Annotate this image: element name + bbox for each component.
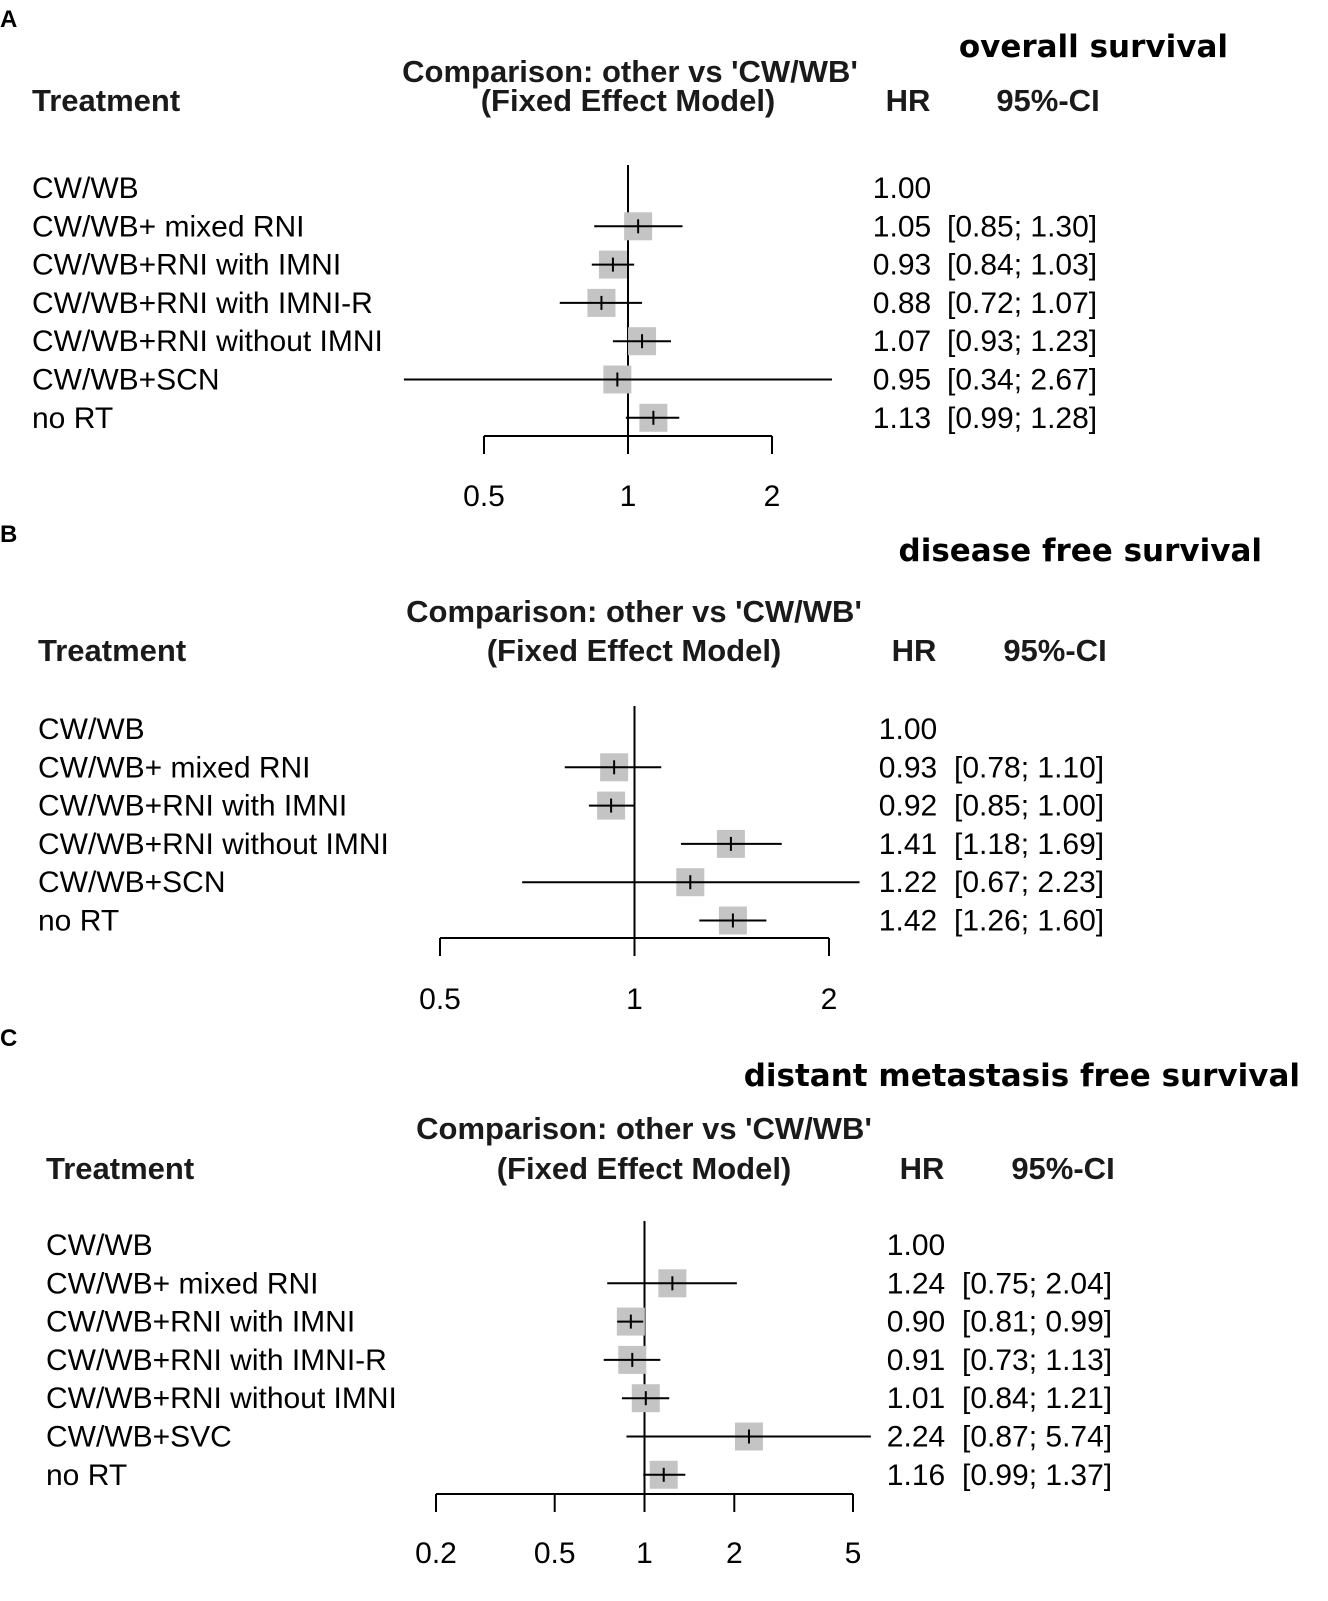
hr-value: 1.22 (879, 866, 937, 899)
x-tick-label: 1 (636, 1537, 653, 1570)
column-header-ci: 95%-CI (996, 83, 1099, 118)
ci-value: [0.34; 2.67] (947, 364, 1097, 397)
treatment-label: CW/WB+ mixed RNI (46, 1267, 319, 1300)
hr-value: 0.88 (873, 287, 931, 320)
ci-value: [0.78; 1.10] (954, 751, 1104, 784)
treatment-label: CW/WB+SVC (46, 1421, 232, 1454)
ci-value: [0.81; 0.99] (962, 1306, 1112, 1339)
treatment-label: CW/WB+ mixed RNI (38, 751, 311, 784)
outcome-title: distant metastasis free survival (744, 1058, 1300, 1094)
hr-value: 0.93 (873, 249, 931, 282)
ci-value: [0.72; 1.07] (947, 287, 1097, 320)
treatment-label: CW/WB+RNI without IMNI (46, 1382, 397, 1415)
x-tick-label: 1 (626, 983, 643, 1016)
ci-value: [0.73; 1.13] (962, 1344, 1112, 1377)
hr-value: 1.00 (887, 1229, 945, 1262)
hr-value: 1.16 (887, 1459, 945, 1492)
outcome-title: overall survival (959, 29, 1228, 65)
x-tick-label: 2 (764, 480, 781, 513)
hr-value: 1.07 (873, 325, 931, 358)
ci-value: [0.75; 2.04] (962, 1267, 1112, 1300)
x-tick-label: 0.5 (419, 983, 461, 1016)
hr-value: 0.95 (873, 364, 931, 397)
comparison-title: Comparison: other vs 'CW/WB' (402, 54, 858, 89)
hr-value: 1.00 (873, 172, 931, 205)
x-tick-label: 0.2 (415, 1537, 457, 1570)
x-tick-label: 5 (845, 1537, 862, 1570)
x-tick-label: 2 (821, 983, 838, 1016)
panel-letter: A (0, 6, 17, 33)
comparison-title: Comparison: other vs 'CW/WB' (406, 594, 862, 629)
outcome-title: disease free survival (899, 533, 1263, 569)
treatment-label: CW/WB+RNI with IMNI (38, 790, 347, 823)
hr-value: 2.24 (887, 1421, 945, 1454)
comparison-title: Comparison: other vs 'CW/WB' (416, 1111, 872, 1146)
column-header-treatment: Treatment (46, 1151, 194, 1186)
ci-value: [0.85; 1.00] (954, 790, 1104, 823)
hr-value: 0.93 (879, 751, 937, 784)
ci-value: [0.84; 1.21] (962, 1382, 1112, 1415)
ci-value: [0.84; 1.03] (947, 249, 1097, 282)
column-header-hr: HR (892, 633, 937, 668)
model-label: (Fixed Effect Model) (481, 83, 776, 118)
ci-value: [0.99; 1.37] (962, 1459, 1112, 1492)
treatment-label: CW/WB+RNI with IMNI-R (46, 1344, 387, 1377)
column-header-ci: 95%-CI (1003, 633, 1106, 668)
treatment-label: CW/WB+RNI with IMNI (32, 249, 341, 282)
treatment-label: no RT (38, 905, 119, 938)
ci-value: [1.26; 1.60] (954, 905, 1104, 938)
hr-value: 1.42 (879, 905, 937, 938)
hr-value: 0.91 (887, 1344, 945, 1377)
treatment-label: CW/WB+RNI with IMNI (46, 1306, 355, 1339)
column-header-hr: HR (886, 83, 931, 118)
column-header-treatment: Treatment (38, 633, 186, 668)
treatment-label: CW/WB+RNI without IMNI (38, 828, 389, 861)
x-tick-label: 0.5 (534, 1537, 576, 1570)
model-label: (Fixed Effect Model) (497, 1151, 792, 1186)
model-label: (Fixed Effect Model) (487, 633, 782, 668)
treatment-label: CW/WB (32, 172, 139, 205)
ci-value: [0.85; 1.30] (947, 210, 1097, 243)
treatment-label: no RT (46, 1459, 127, 1492)
treatment-label: CW/WB+SCN (38, 866, 226, 899)
column-header-hr: HR (900, 1151, 945, 1186)
hr-value: 0.90 (887, 1306, 945, 1339)
hr-value: 1.41 (879, 828, 937, 861)
ci-value: [0.67; 2.23] (954, 866, 1104, 899)
ci-value: [0.93; 1.23] (947, 325, 1097, 358)
ci-value: [0.99; 1.28] (947, 402, 1097, 435)
hr-value: 1.00 (879, 713, 937, 746)
hr-value: 1.01 (887, 1382, 945, 1415)
treatment-label: CW/WB+RNI without IMNI (32, 325, 383, 358)
treatment-label: CW/WB+ mixed RNI (32, 210, 305, 243)
hr-value: 1.05 (873, 210, 931, 243)
treatment-label: CW/WB+RNI with IMNI-R (32, 287, 373, 320)
ci-value: [0.87; 5.74] (962, 1421, 1112, 1454)
hr-value: 1.13 (873, 402, 931, 435)
hr-value: 0.92 (879, 790, 937, 823)
x-tick-label: 0.5 (463, 480, 505, 513)
x-tick-label: 2 (726, 1537, 743, 1570)
treatment-label: CW/WB (38, 713, 145, 746)
treatment-label: CW/WB+SCN (32, 364, 220, 397)
treatment-label: no RT (32, 402, 113, 435)
column-header-ci: 95%-CI (1011, 1151, 1114, 1186)
treatment-label: CW/WB (46, 1229, 153, 1262)
x-tick-label: 1 (620, 480, 637, 513)
column-header-treatment: Treatment (32, 83, 180, 118)
panel-letter: B (0, 521, 17, 548)
panel-letter: C (0, 1025, 17, 1052)
ci-value: [1.18; 1.69] (954, 828, 1104, 861)
hr-value: 1.24 (887, 1267, 945, 1300)
